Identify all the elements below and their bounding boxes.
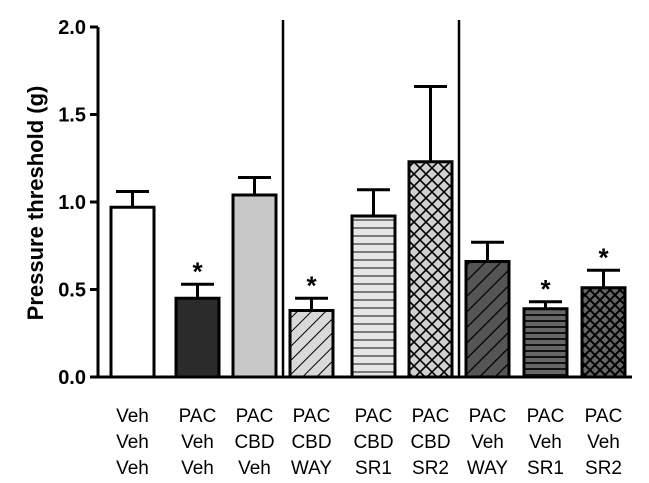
bars: [109, 160, 627, 379]
x-category-label: Veh: [181, 458, 214, 479]
y-tick-label: 0.0: [58, 367, 86, 389]
x-category-label: PAC: [179, 406, 217, 427]
error-bars: [116, 85, 620, 311]
bar: [174, 296, 221, 379]
x-category-label: SR2: [585, 458, 622, 479]
x-category-label: PAC: [527, 406, 565, 427]
x-category-label: PAC: [355, 406, 393, 427]
x-category-label: Veh: [181, 432, 214, 453]
x-category-label: SR1: [527, 458, 564, 479]
bar: [580, 286, 627, 379]
x-category-label: Veh: [471, 432, 504, 453]
y-tick-label: 2.0: [58, 17, 86, 39]
x-category-label: PAC: [293, 406, 331, 427]
significance-star: *: [306, 270, 317, 300]
x-category-label: CBD: [291, 432, 331, 453]
x-category-label: PAC: [469, 406, 507, 427]
x-category-label: WAY: [467, 458, 508, 479]
y-axis-title: Pressure threshold (g): [23, 86, 48, 321]
x-category-label: WAY: [291, 458, 332, 479]
x-category-label: PAC: [412, 406, 450, 427]
significance-star: *: [192, 256, 203, 286]
x-category-label: CBD: [353, 432, 393, 453]
bar: [288, 309, 335, 379]
x-category-label: Veh: [116, 432, 149, 453]
y-tick-label: 1.0: [58, 192, 86, 214]
x-category-label: Veh: [238, 458, 271, 479]
x-category-label: SR1: [355, 458, 392, 479]
bar: [109, 205, 156, 379]
y-tick-label: 1.5: [58, 105, 86, 127]
x-axis-labels: Veh Veh Veh PAC Veh Veh PAC CBD Veh PAC CBD WAY PAC C…: [116, 406, 622, 479]
x-category-label: CBD: [234, 432, 274, 453]
bar: [231, 193, 278, 379]
bar: [522, 307, 569, 379]
bar: [407, 160, 454, 379]
bar: [350, 214, 397, 379]
x-category-label: CBD: [410, 432, 450, 453]
y-tick-label: 0.5: [58, 280, 86, 302]
x-category-label: Veh: [116, 406, 149, 427]
x-category-label: Veh: [116, 458, 149, 479]
bar: [464, 260, 511, 379]
group-separators: [281, 20, 461, 377]
x-category-label: PAC: [585, 406, 623, 427]
significance-star: *: [598, 242, 609, 272]
x-category-label: PAC: [236, 406, 274, 427]
x-category-label: Veh: [529, 432, 562, 453]
x-category-label: Veh: [587, 432, 620, 453]
significance-markers: * * * *: [192, 242, 609, 304]
x-category-label: SR2: [412, 458, 449, 479]
significance-star: *: [540, 274, 551, 304]
